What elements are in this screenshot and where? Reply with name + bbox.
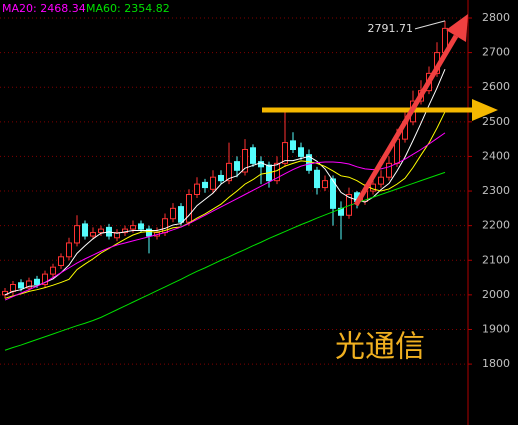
y-tick-label: 2400 bbox=[482, 149, 510, 162]
candle-body bbox=[330, 178, 336, 209]
candle-body bbox=[58, 256, 64, 266]
candle-body bbox=[314, 169, 320, 189]
candle-body bbox=[50, 266, 56, 275]
annotation: 光通信 bbox=[335, 330, 425, 365]
legend-ma60: MA60: 2354.82 bbox=[86, 2, 170, 15]
candle-body bbox=[98, 228, 104, 234]
candle-body bbox=[10, 283, 16, 292]
candle-body bbox=[282, 142, 288, 164]
candle-body bbox=[90, 232, 96, 237]
candle-body bbox=[242, 149, 248, 173]
candle-body bbox=[370, 183, 376, 192]
plot: 1800 1900 2000 2100 2200 2300 2400 2500 2600 2700… bbox=[0, 11, 510, 370]
candle-body bbox=[274, 162, 280, 182]
candle-body bbox=[226, 162, 232, 182]
high-label: 2791.71 bbox=[368, 22, 414, 35]
candle-body bbox=[18, 282, 24, 289]
candle-body bbox=[194, 183, 200, 196]
red-arrowhead bbox=[446, 14, 468, 42]
candle-body bbox=[290, 140, 296, 151]
y-tick-label: 2600 bbox=[482, 80, 510, 93]
y-tick-label: 2000 bbox=[482, 288, 510, 301]
y-tick-label: 2800 bbox=[482, 11, 510, 24]
candle-body bbox=[234, 161, 240, 171]
candle-body bbox=[250, 147, 256, 164]
candle-body bbox=[170, 207, 176, 220]
y-tick-label: 2100 bbox=[482, 253, 510, 266]
y-tick-label: 2300 bbox=[482, 184, 510, 197]
annotation-leader bbox=[414, 20, 446, 30]
y-tick-label: 1900 bbox=[482, 322, 510, 335]
ma-line bbox=[4, 171, 446, 351]
candle-body bbox=[322, 180, 328, 189]
candle-body bbox=[26, 280, 32, 289]
y-tick-label: 2200 bbox=[482, 219, 510, 232]
legend-ma20: MA20: 2468.34 bbox=[2, 2, 86, 15]
candle-body bbox=[178, 206, 184, 223]
y-tick-label: 2500 bbox=[482, 115, 510, 128]
candle-body bbox=[146, 228, 152, 237]
candle-body bbox=[130, 225, 136, 230]
ma-line bbox=[4, 111, 446, 299]
arrows bbox=[262, 14, 498, 207]
candle-body bbox=[66, 242, 72, 258]
candle-body bbox=[42, 273, 48, 285]
candle-body bbox=[74, 225, 80, 244]
candle-body bbox=[298, 147, 304, 157]
candle-body bbox=[34, 278, 40, 285]
candle-body bbox=[378, 176, 384, 185]
candle-body bbox=[210, 176, 216, 190]
ma-line bbox=[4, 132, 446, 301]
red-arrow bbox=[353, 34, 459, 207]
candle-body bbox=[218, 174, 224, 182]
candle-body bbox=[186, 194, 192, 223]
candle-body bbox=[122, 228, 128, 234]
candle-body bbox=[202, 181, 208, 189]
y-tick-label: 1800 bbox=[482, 357, 510, 370]
candle-body bbox=[114, 232, 120, 239]
candle-body bbox=[82, 223, 88, 237]
candle-body bbox=[138, 223, 144, 230]
y-tick-label: 2700 bbox=[482, 46, 510, 59]
candle-body bbox=[386, 162, 392, 178]
yellow-arrowhead bbox=[472, 99, 498, 121]
